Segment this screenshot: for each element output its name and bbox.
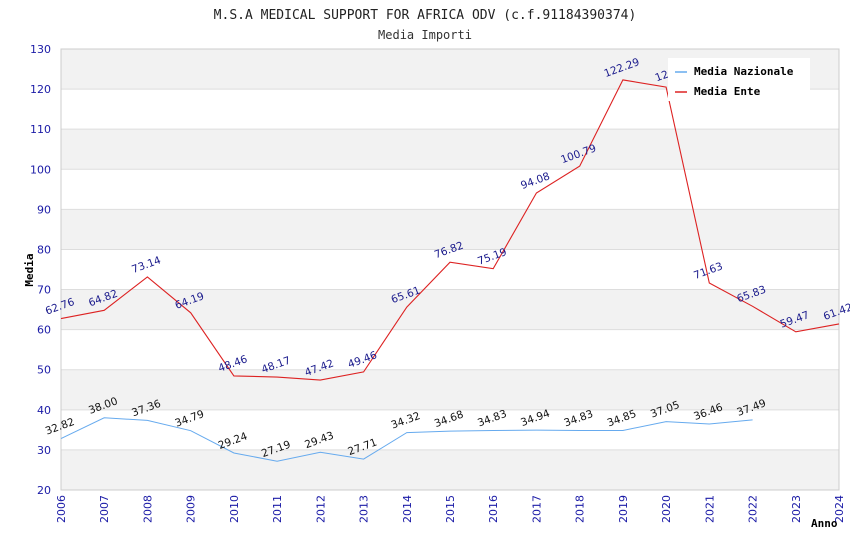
y-tick-label: 90 bbox=[37, 203, 51, 216]
legend: Media Nazionale Media Ente bbox=[668, 58, 810, 101]
x-tick-label: 2023 bbox=[790, 495, 803, 523]
x-tick-label: 2024 bbox=[833, 495, 846, 523]
x-tick-label: 2010 bbox=[228, 495, 241, 523]
x-tick-label: 2017 bbox=[530, 495, 543, 523]
x-tick-label: 2008 bbox=[141, 495, 154, 523]
chart-title: M.S.A MEDICAL SUPPORT FOR AFRICA ODV (c.… bbox=[214, 8, 637, 23]
x-tick-label: 2007 bbox=[98, 495, 111, 523]
y-tick-label: 40 bbox=[37, 404, 51, 417]
x-tick-label: 2012 bbox=[314, 495, 327, 523]
y-tick-label: 60 bbox=[37, 324, 51, 337]
x-tick-label: 2020 bbox=[660, 495, 673, 523]
grid-band bbox=[61, 289, 839, 330]
data-label: 32.82 bbox=[44, 416, 76, 438]
legend-background bbox=[668, 58, 810, 101]
grid-band bbox=[61, 369, 839, 410]
x-tick-label: 2021 bbox=[703, 495, 716, 523]
y-tick-label: 70 bbox=[37, 284, 51, 297]
legend-label-media-ente: Media Ente bbox=[694, 85, 761, 98]
y-tick-label: 20 bbox=[37, 484, 51, 497]
data-label: 34.83 bbox=[562, 408, 594, 430]
x-tick-label: 2018 bbox=[574, 495, 587, 523]
y-tick-label: 120 bbox=[30, 83, 51, 96]
x-tick-label: 2016 bbox=[487, 495, 500, 523]
x-tick-label: 2011 bbox=[271, 495, 284, 523]
x-tick-label: 2009 bbox=[185, 495, 198, 523]
data-label: 29.43 bbox=[303, 430, 335, 452]
chart-subtitle: Media Importi bbox=[378, 28, 472, 42]
x-tick-label: 2013 bbox=[358, 495, 371, 523]
data-label: 34.85 bbox=[606, 408, 638, 430]
x-axis-ticks: 2006 2007 2008 2009 2010 2011 2012 2013 2014 2015… bbox=[55, 495, 846, 523]
grid-band bbox=[61, 449, 839, 490]
grid-band bbox=[61, 129, 839, 170]
x-tick-label: 2019 bbox=[617, 495, 630, 523]
y-tick-label: 100 bbox=[30, 163, 51, 176]
data-label: 94.08 bbox=[519, 170, 551, 192]
x-tick-label: 2022 bbox=[747, 495, 760, 523]
x-tick-label: 2015 bbox=[444, 495, 457, 523]
y-axis-label: Media bbox=[23, 253, 36, 286]
y-tick-label: 80 bbox=[37, 243, 51, 256]
x-axis-label: Anno bbox=[811, 517, 838, 530]
y-tick-label: 50 bbox=[37, 364, 51, 377]
data-label: 49.46 bbox=[346, 349, 379, 371]
series-layer bbox=[60, 79, 840, 462]
y-tick-label: 130 bbox=[30, 43, 51, 56]
data-label: 29.24 bbox=[217, 430, 250, 452]
x-tick-label: 2006 bbox=[55, 495, 68, 523]
x-tick-label: 2014 bbox=[401, 495, 414, 523]
data-label: 34.83 bbox=[476, 408, 508, 430]
plot-area bbox=[60, 48, 840, 491]
data-label: 34.79 bbox=[173, 408, 205, 430]
grid-band bbox=[61, 209, 839, 250]
legend-label-media-nazionale: Media Nazionale bbox=[694, 65, 794, 78]
y-axis-ticks: 20 30 40 50 60 70 80 90 100 110 120 130 bbox=[30, 43, 51, 497]
series-line-media-nazionale bbox=[60, 417, 753, 462]
data-label: 73.14 bbox=[130, 254, 163, 276]
data-label: 34.94 bbox=[519, 407, 552, 429]
y-tick-label: 30 bbox=[37, 444, 51, 457]
data-label: 34.32 bbox=[390, 410, 422, 432]
series-line-media-ente bbox=[60, 79, 840, 381]
y-tick-label: 110 bbox=[30, 123, 51, 136]
data-label: 34.68 bbox=[433, 409, 465, 431]
